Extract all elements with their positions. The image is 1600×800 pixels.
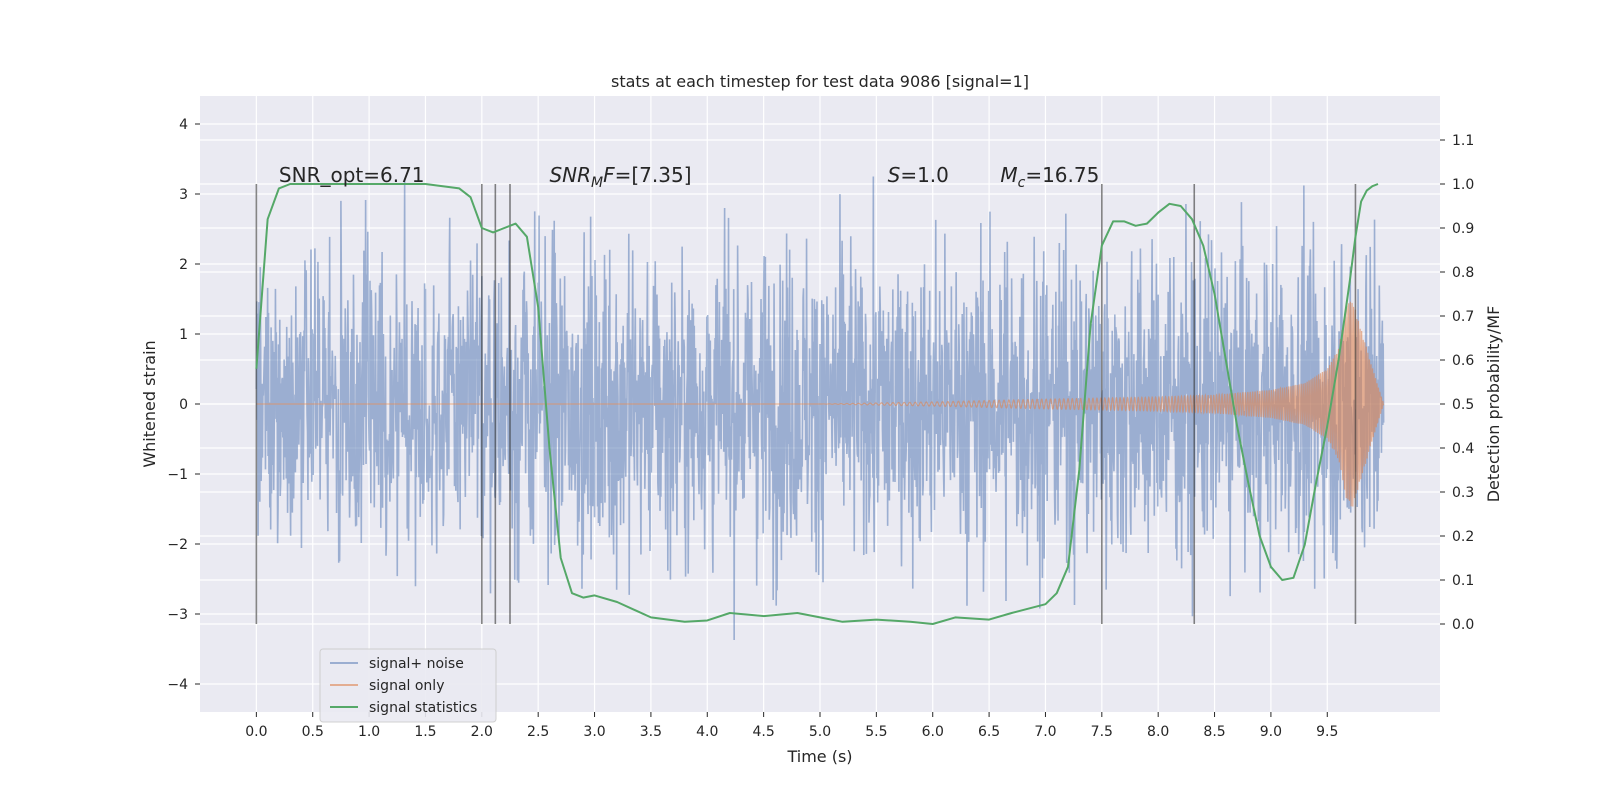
x-tick-label-12: 6.0	[922, 724, 944, 740]
signal-noise-line	[255, 176, 1385, 640]
x-tick-label-7: 3.5	[640, 724, 662, 740]
y-right-tick-label-7: 0.4	[1452, 441, 1474, 457]
x-tick-label-2: 1.0	[358, 724, 380, 740]
x-tick-label-5: 2.5	[527, 724, 549, 740]
y-tick-label-4: 0	[179, 397, 188, 413]
x-axis-ticks: 0.0 0.5 1.0 1.5 2.0 2.5 3.0 3.5 4.0 4.5 5.0 5.5 6.0 6…	[245, 712, 1338, 740]
x-tick-label-1: 0.5	[302, 724, 324, 740]
y-right-axis-ticks: 1.1 1.0 0.9 0.8 0.7 0.6 0.5 0.4 0.3 0.2 0.1 0.0	[1440, 133, 1474, 633]
legend-label-signal-only: signal only	[369, 678, 444, 694]
legend: signal+ noise signal only signal statist…	[319, 648, 497, 723]
y-right-tick-label-8: 0.3	[1452, 485, 1474, 501]
annotation-1: SNRMF=[7.35]	[549, 163, 691, 191]
x-tick-label-11: 5.5	[865, 724, 887, 740]
x-tick-label-3: 1.5	[414, 724, 436, 740]
x-tick-label-0: 0.0	[245, 724, 267, 740]
y-right-tick-label-1: 1.0	[1452, 177, 1474, 193]
legend-label-signal-noise: signal+ noise	[369, 656, 464, 672]
series-signal-only	[256, 301, 1385, 507]
x-tick-label-13: 6.5	[978, 724, 1000, 740]
annotations: SNR_opt=6.71 SNRMF=[7.35] S=1.0 Mc=16.75	[279, 163, 1099, 191]
y-right-tick-label-9: 0.2	[1452, 529, 1474, 545]
x-tick-label-19: 9.5	[1316, 724, 1338, 740]
y-right-tick-label-2: 0.9	[1452, 221, 1474, 237]
x-tick-label-6: 3.0	[583, 724, 605, 740]
annotation-2: S=1.0	[888, 163, 949, 187]
x-tick-label-4: 2.0	[471, 724, 493, 740]
x-tick-label-10: 5.0	[809, 724, 831, 740]
y-axis-ticks: 4 3 2 1 0 −1 −2 −3 −4	[167, 117, 200, 693]
x-axis-label: Time (s)	[786, 747, 852, 766]
y-tick-label-1: 3	[179, 187, 188, 203]
y-tick-label-5: −1	[167, 467, 188, 483]
x-tick-label-8: 4.0	[696, 724, 718, 740]
series-signal-noise	[255, 176, 1385, 640]
legend-label-signal-statistics: signal statistics	[369, 700, 477, 716]
y-tick-label-2: 2	[179, 257, 188, 273]
y-tick-label-8: −4	[167, 677, 188, 693]
y-tick-label-3: 1	[179, 327, 188, 343]
vertical-markers	[255, 184, 1357, 624]
y-right-tick-label-4: 0.7	[1452, 309, 1474, 325]
annotation-3: Mc=16.75	[1000, 163, 1099, 191]
x-tick-label-17: 8.5	[1203, 724, 1225, 740]
chart-title: stats at each timestep for test data 908…	[611, 72, 1029, 91]
series-signal-statistics	[255, 183, 1379, 625]
y-tick-label-0: 4	[179, 117, 188, 133]
signal-statistics-line	[255, 183, 1379, 625]
y-right-tick-label-11: 0.0	[1452, 617, 1474, 633]
y-right-axis-label: Detection probability/MF	[1484, 306, 1503, 503]
x-tick-label-15: 7.5	[1091, 724, 1113, 740]
y-tick-label-6: −2	[167, 537, 188, 553]
y-right-tick-label-3: 0.8	[1452, 265, 1474, 281]
y-right-tick-label-5: 0.6	[1452, 353, 1474, 369]
signal-only-line	[256, 301, 1385, 507]
annotation-0: SNR_opt=6.71	[279, 163, 425, 187]
y-right-tick-label-0: 1.1	[1452, 133, 1474, 149]
x-tick-label-9: 4.5	[753, 724, 775, 740]
y-right-tick-label-10: 0.1	[1452, 573, 1474, 589]
y-axis-label: Whitened strain	[140, 340, 159, 467]
x-tick-label-16: 8.0	[1147, 724, 1169, 740]
x-tick-label-14: 7.0	[1034, 724, 1056, 740]
y-right-tick-label-6: 0.5	[1452, 397, 1474, 413]
y-tick-label-7: −3	[167, 607, 188, 623]
x-tick-label-18: 9.0	[1260, 724, 1282, 740]
legend-box	[319, 648, 497, 723]
